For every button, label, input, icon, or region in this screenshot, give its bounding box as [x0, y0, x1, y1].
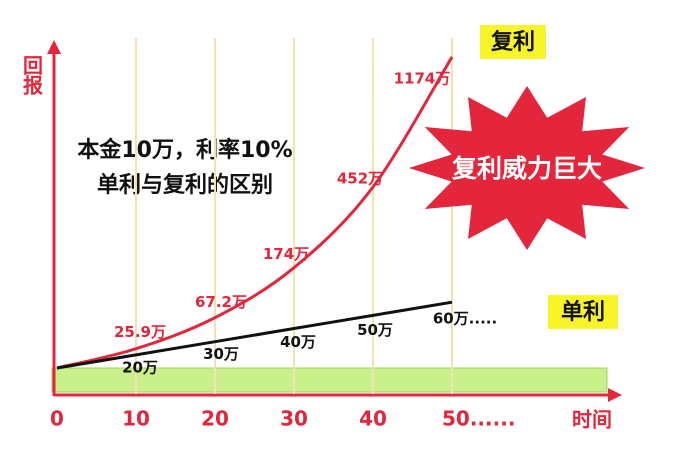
x-tick-label: 30	[280, 407, 308, 431]
data-label: 20万	[122, 358, 158, 376]
data-label: 40万	[280, 333, 316, 351]
data-label: 1174万	[394, 69, 451, 87]
x-tick-label: 40	[359, 407, 387, 431]
legend-box	[480, 25, 546, 59]
x-tick-label: 10	[122, 407, 150, 431]
chart-subtitle: 单利与复利的区别	[97, 172, 273, 198]
chart-title: 本金10万，利率10%	[77, 137, 292, 163]
starburst	[409, 86, 645, 250]
data-label: 50万	[357, 321, 393, 339]
data-label: 174万	[263, 245, 309, 263]
legend-label: 复利	[490, 29, 535, 55]
x-tick-label: 50......	[442, 407, 515, 431]
x-tick-label: 0	[50, 407, 64, 431]
series-line	[56, 56, 454, 370]
y-axis-label: 回报	[20, 55, 44, 95]
legend-box	[548, 295, 618, 329]
y-axis-arrow	[47, 40, 61, 54]
x-axis-arrow	[608, 388, 622, 402]
annotation: 复利威力巨大	[452, 154, 602, 183]
data-label: 25.9万	[114, 323, 166, 341]
data-label: 452万	[337, 169, 383, 187]
data-label: 60万.....	[433, 310, 497, 328]
data-label: 67.2万	[195, 293, 247, 311]
data-label: 30万	[203, 345, 239, 363]
x-tick-label: 20	[201, 407, 229, 431]
series-line	[56, 300, 453, 370]
baseline-band	[51, 367, 608, 393]
plot-area: 0 10 20 30 40 50...... 复利威力巨大 25.9万 67.2万 174万 452…	[50, 25, 645, 431]
x-axis-label: 时间	[572, 408, 612, 432]
legend-label: 单利	[561, 300, 605, 325]
